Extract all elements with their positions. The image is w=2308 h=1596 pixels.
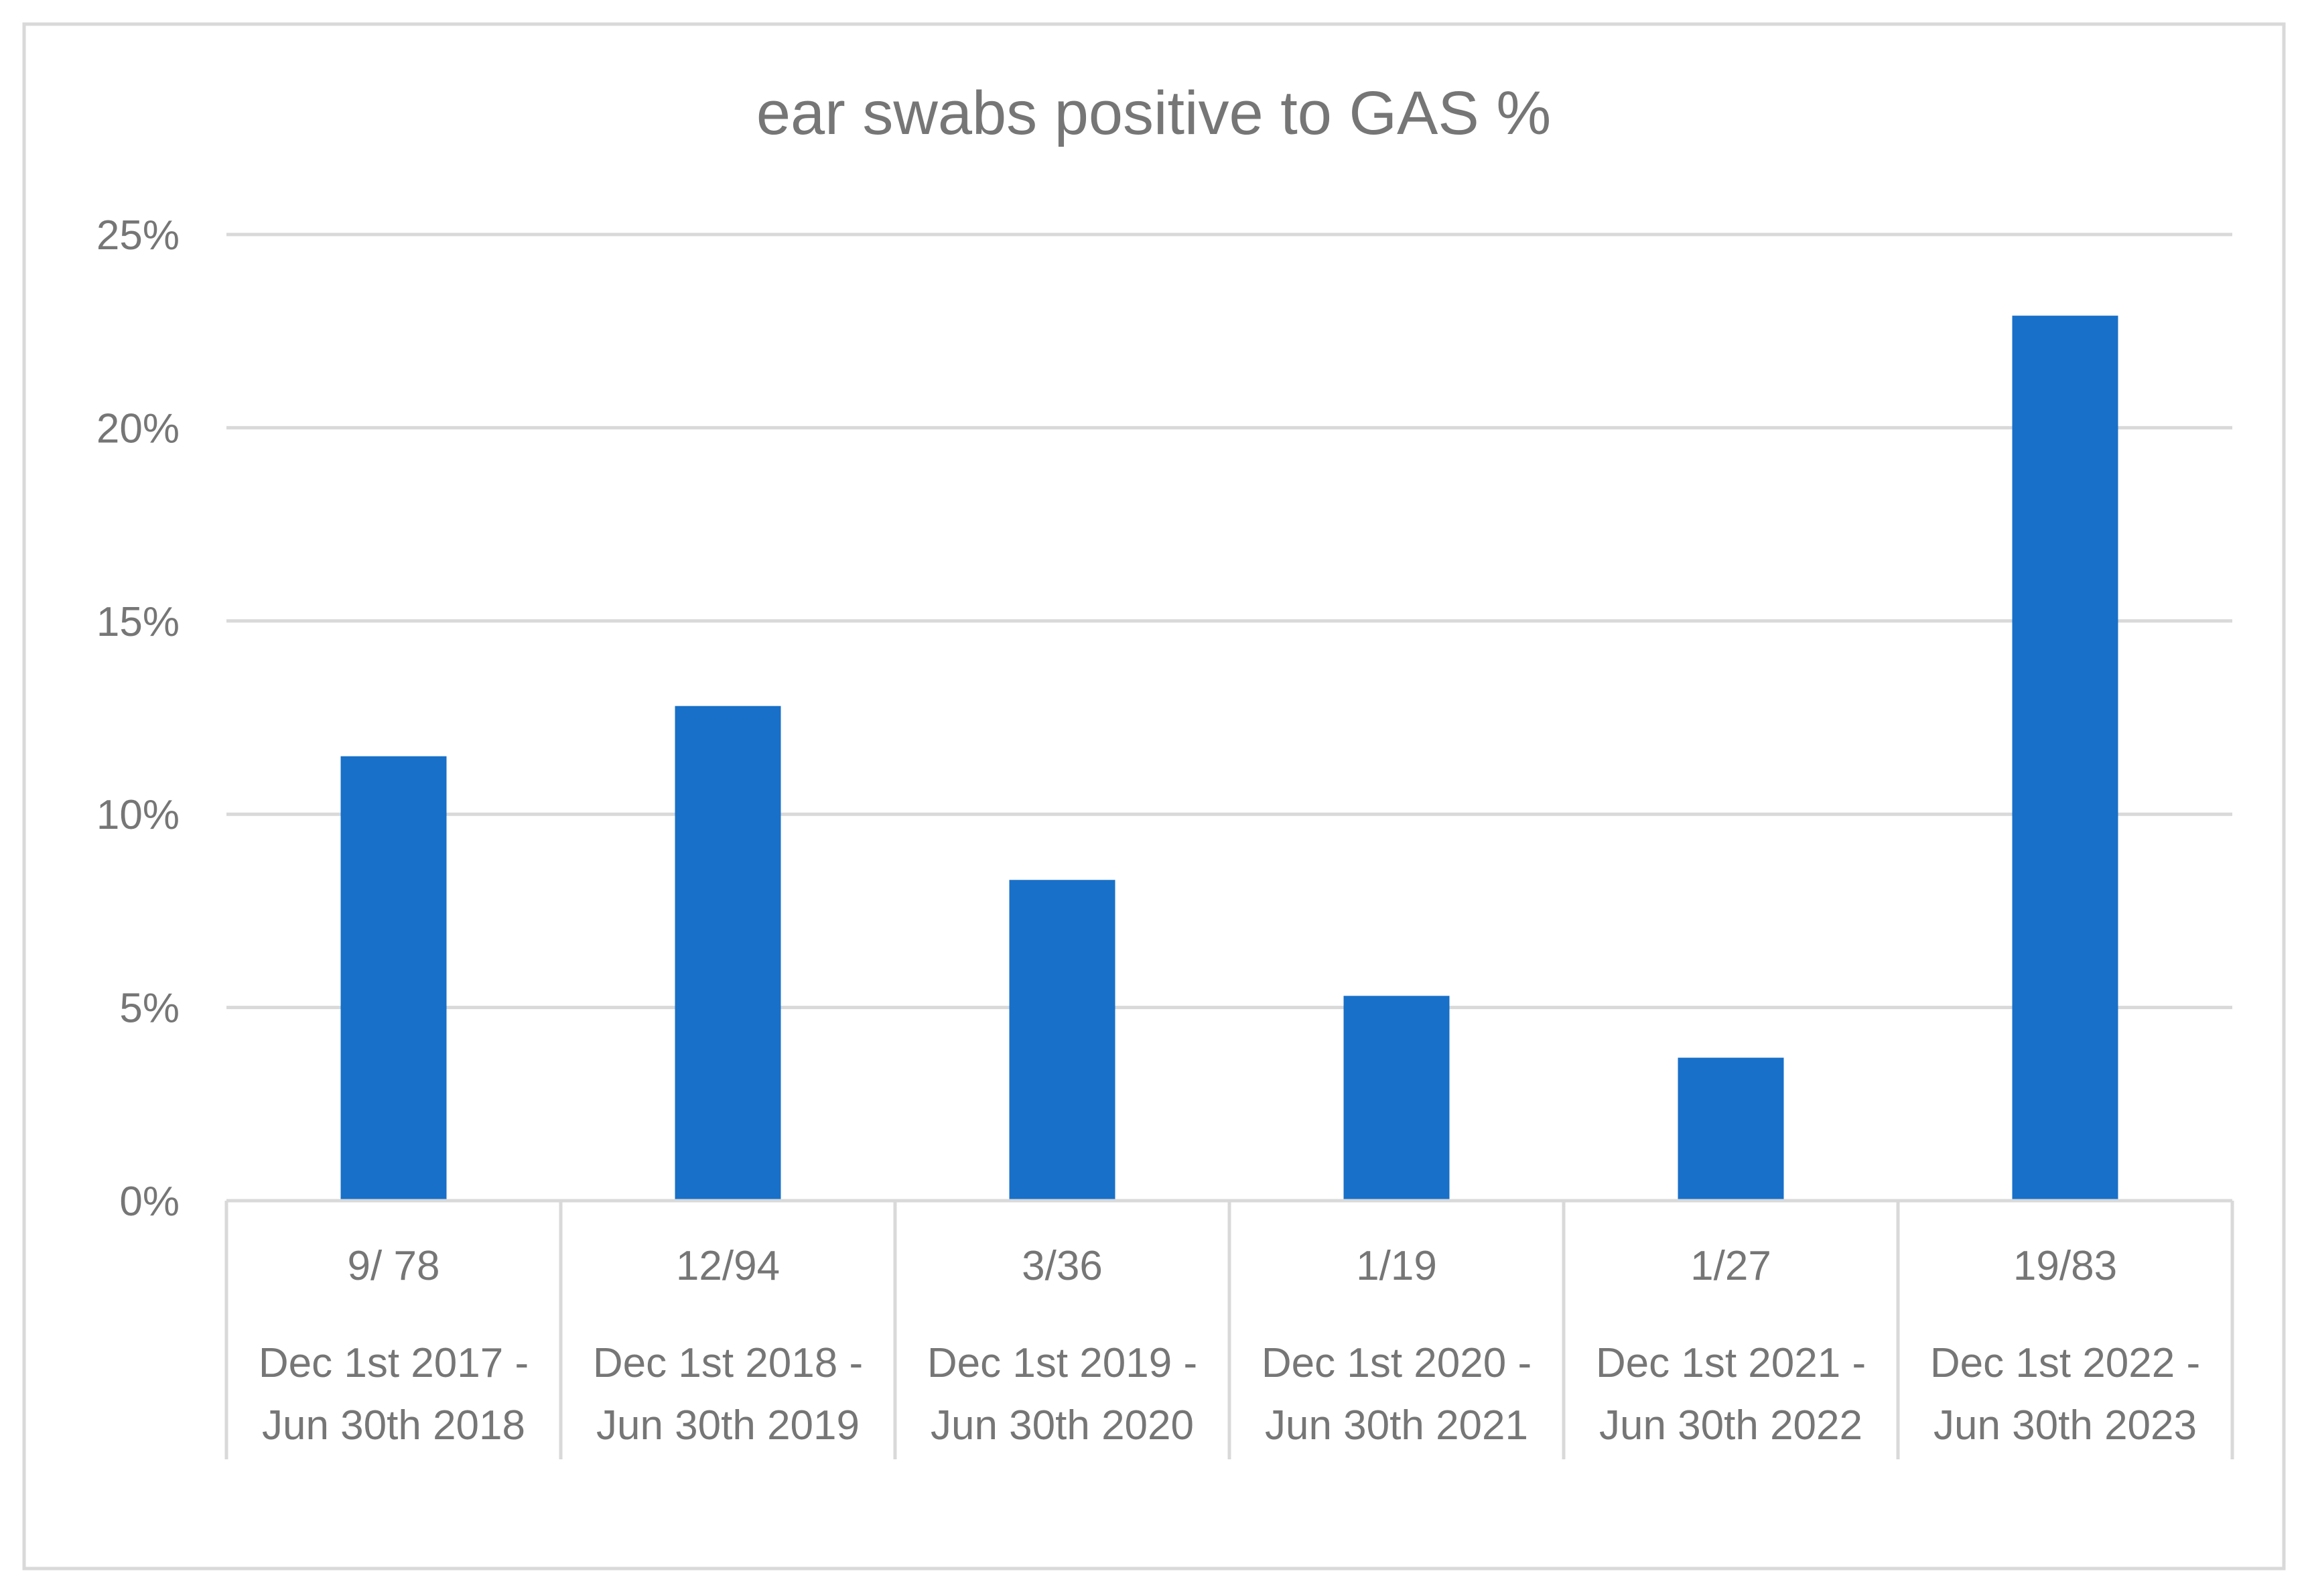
bar <box>1009 880 1115 1201</box>
bar <box>2012 316 2118 1201</box>
x-tick-label-period-end: Jun 30th 2021 <box>1265 1402 1528 1449</box>
x-tick-label-period-end: Jun 30th 2023 <box>1933 1402 2197 1449</box>
x-tick-label-ratio: 1/27 <box>1690 1243 1771 1289</box>
y-axis-tick-labels: 0% 5% 10% 15% 20% 25% <box>96 212 180 1225</box>
x-tick-label-ratio: 19/83 <box>2013 1243 2117 1289</box>
y-tick-label: 25% <box>96 212 180 259</box>
x-tick-label-period-start: Dec 1st 2017 - <box>259 1340 529 1386</box>
x-tick-label-ratio: 1/19 <box>1356 1243 1437 1289</box>
x-tick-label-period-end: Jun 30th 2020 <box>931 1402 1194 1449</box>
x-tick-label-period-start: Dec 1st 2022 - <box>1930 1340 2200 1386</box>
x-tick-label-ratio: 3/36 <box>1022 1243 1103 1289</box>
y-tick-label: 0% <box>119 1179 180 1225</box>
x-tick-label-period-end: Jun 30th 2019 <box>596 1402 860 1449</box>
bar <box>1678 1057 1784 1201</box>
bar <box>675 706 781 1201</box>
x-tick-label-period-start: Dec 1st 2019 - <box>927 1340 1197 1386</box>
x-tick-label-period-start: Dec 1st 2020 - <box>1262 1340 1532 1386</box>
x-tick-label-period-start: Dec 1st 2021 - <box>1596 1340 1866 1386</box>
x-axis: 9/ 78 Dec 1st 2017 - Jun 30th 2018 12/94 Dec… <box>224 1199 2234 1459</box>
bar <box>1343 996 1450 1201</box>
x-tick-label-period-end: Jun 30th 2018 <box>262 1402 525 1449</box>
chart-title: ear swabs positive to GAS % <box>756 79 1551 147</box>
y-tick-label: 10% <box>96 792 180 838</box>
y-tick-label: 15% <box>96 599 180 645</box>
x-tick-label-ratio: 9/ 78 <box>348 1243 440 1289</box>
x-tick-label-period-end: Jun 30th 2022 <box>1599 1402 1862 1449</box>
gridlines <box>226 232 2232 1010</box>
x-tick-label-ratio: 12/94 <box>676 1243 780 1289</box>
y-tick-label: 20% <box>96 405 180 452</box>
x-tick-label-period-start: Dec 1st 2018 - <box>593 1340 863 1386</box>
y-tick-label: 5% <box>119 986 180 1032</box>
bar <box>340 756 447 1201</box>
bars <box>340 316 2118 1201</box>
